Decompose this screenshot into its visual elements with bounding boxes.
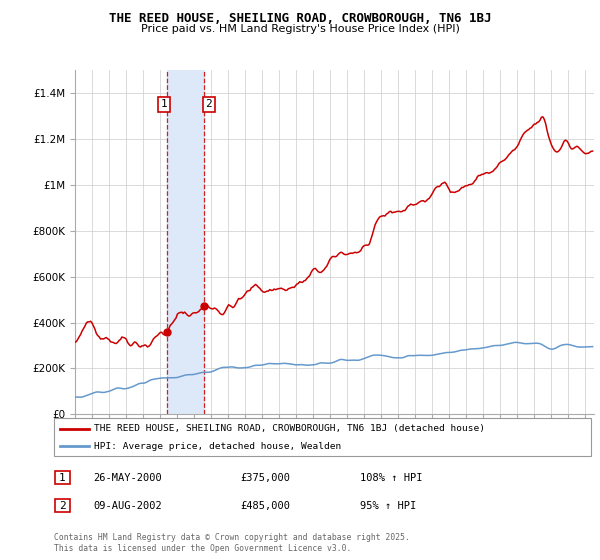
- Text: 95% ↑ HPI: 95% ↑ HPI: [360, 501, 416, 511]
- Text: Price paid vs. HM Land Registry's House Price Index (HPI): Price paid vs. HM Land Registry's House …: [140, 24, 460, 34]
- Text: £375,000: £375,000: [240, 473, 290, 483]
- Text: THE REED HOUSE, SHEILING ROAD, CROWBOROUGH, TN6 1BJ (detached house): THE REED HOUSE, SHEILING ROAD, CROWBOROU…: [94, 424, 485, 433]
- Text: £485,000: £485,000: [240, 501, 290, 511]
- Text: 2: 2: [59, 501, 66, 511]
- Text: Contains HM Land Registry data © Crown copyright and database right 2025.
This d: Contains HM Land Registry data © Crown c…: [54, 533, 410, 553]
- Text: 1: 1: [161, 100, 167, 109]
- Text: 108% ↑ HPI: 108% ↑ HPI: [360, 473, 422, 483]
- Text: THE REED HOUSE, SHEILING ROAD, CROWBOROUGH, TN6 1BJ: THE REED HOUSE, SHEILING ROAD, CROWBOROU…: [109, 12, 491, 25]
- Bar: [167, 70, 205, 414]
- Text: 09-AUG-2002: 09-AUG-2002: [93, 501, 162, 511]
- Text: 1: 1: [59, 473, 66, 483]
- Text: 26-MAY-2000: 26-MAY-2000: [93, 473, 162, 483]
- Text: 2: 2: [205, 100, 212, 109]
- Text: HPI: Average price, detached house, Wealden: HPI: Average price, detached house, Weal…: [94, 442, 341, 451]
